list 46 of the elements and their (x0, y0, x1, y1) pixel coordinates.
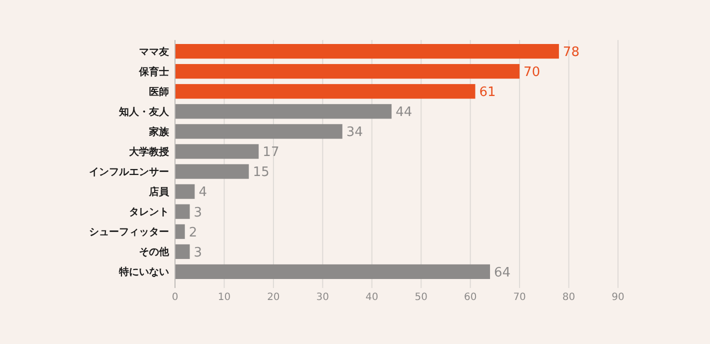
y-tick-label: 特にいない (118, 266, 169, 278)
bar (175, 204, 190, 219)
bar (175, 144, 259, 159)
bar (175, 84, 476, 99)
data-label: 3 (194, 245, 202, 260)
bar (175, 224, 185, 239)
y-tick-label: 医師 (149, 86, 169, 98)
x-tick-label: 90 (612, 292, 624, 303)
x-tick-label: 60 (464, 292, 477, 303)
bar (175, 104, 392, 119)
data-label: 61 (479, 85, 496, 100)
x-tick-label: 0 (172, 292, 178, 303)
bar (175, 184, 195, 199)
data-label: 44 (396, 105, 412, 120)
x-tick-label: 20 (267, 292, 280, 303)
y-tick-label: 家族 (148, 126, 170, 138)
bar (175, 124, 342, 139)
data-label: 34 (346, 125, 363, 140)
data-label: 70 (524, 65, 540, 80)
y-tick-label: 大学教授 (128, 146, 169, 158)
data-label: 3 (194, 205, 202, 220)
data-label: 64 (494, 265, 511, 280)
x-tick-label: 80 (562, 292, 576, 303)
data-label: 78 (562, 45, 580, 60)
data-label: 15 (252, 165, 270, 180)
y-tick-label: 保育士 (138, 66, 169, 78)
x-tick-label: 50 (414, 292, 428, 303)
y-tick-label: 店員 (148, 186, 170, 198)
y-tick-label: その他 (139, 246, 170, 258)
x-tick-label: 30 (316, 292, 330, 303)
x-tick-label: 40 (366, 292, 378, 303)
y-tick-label: インフルエンサー (89, 167, 169, 178)
data-label: 17 (262, 145, 280, 160)
y-tick-label: シューフィッター (89, 227, 169, 238)
bar (175, 64, 520, 79)
bar (175, 244, 190, 259)
y-tick-label: 知人・友人 (118, 106, 170, 118)
y-tick-label: タレント (129, 207, 169, 218)
y-tick-label: ママ友 (139, 46, 169, 58)
data-label: 4 (198, 185, 207, 200)
data-label: 2 (188, 225, 198, 240)
x-tick-label: 70 (513, 292, 526, 303)
bar (175, 264, 490, 279)
bar (175, 164, 249, 179)
bar (175, 44, 559, 59)
x-tick-label: 10 (218, 292, 231, 303)
